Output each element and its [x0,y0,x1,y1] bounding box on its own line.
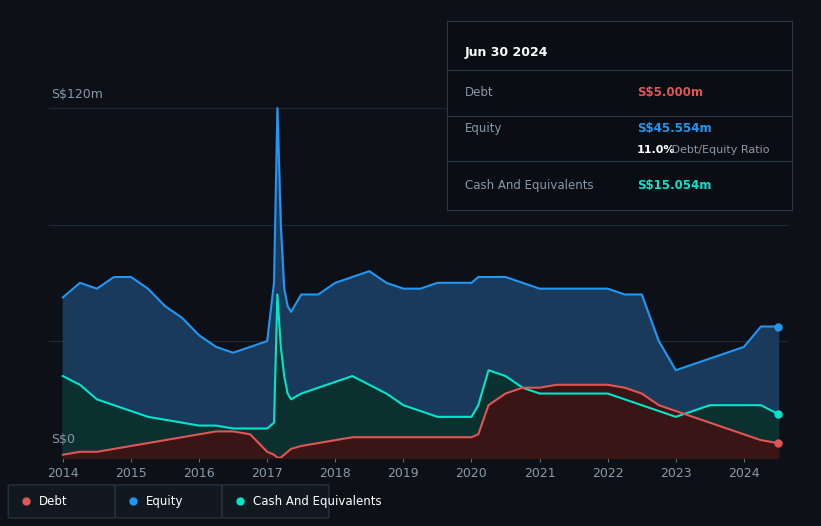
Text: S$15.054m: S$15.054m [637,179,712,193]
Text: Equity: Equity [145,494,183,508]
Text: S$0: S$0 [51,433,75,446]
Text: Debt/Equity Ratio: Debt/Equity Ratio [668,145,769,155]
FancyBboxPatch shape [222,485,329,518]
Text: Cash And Equivalents: Cash And Equivalents [465,179,594,193]
Text: Debt: Debt [465,86,493,99]
Text: S$5.000m: S$5.000m [637,86,703,99]
Text: S$45.554m: S$45.554m [637,123,712,136]
Text: 11.0%: 11.0% [637,145,676,155]
Text: Cash And Equivalents: Cash And Equivalents [253,494,381,508]
Text: Debt: Debt [39,494,67,508]
Text: Jun 30 2024: Jun 30 2024 [465,46,548,59]
FancyBboxPatch shape [115,485,222,518]
Text: S$120m: S$120m [51,88,103,102]
FancyBboxPatch shape [8,485,115,518]
Text: Equity: Equity [465,123,502,136]
